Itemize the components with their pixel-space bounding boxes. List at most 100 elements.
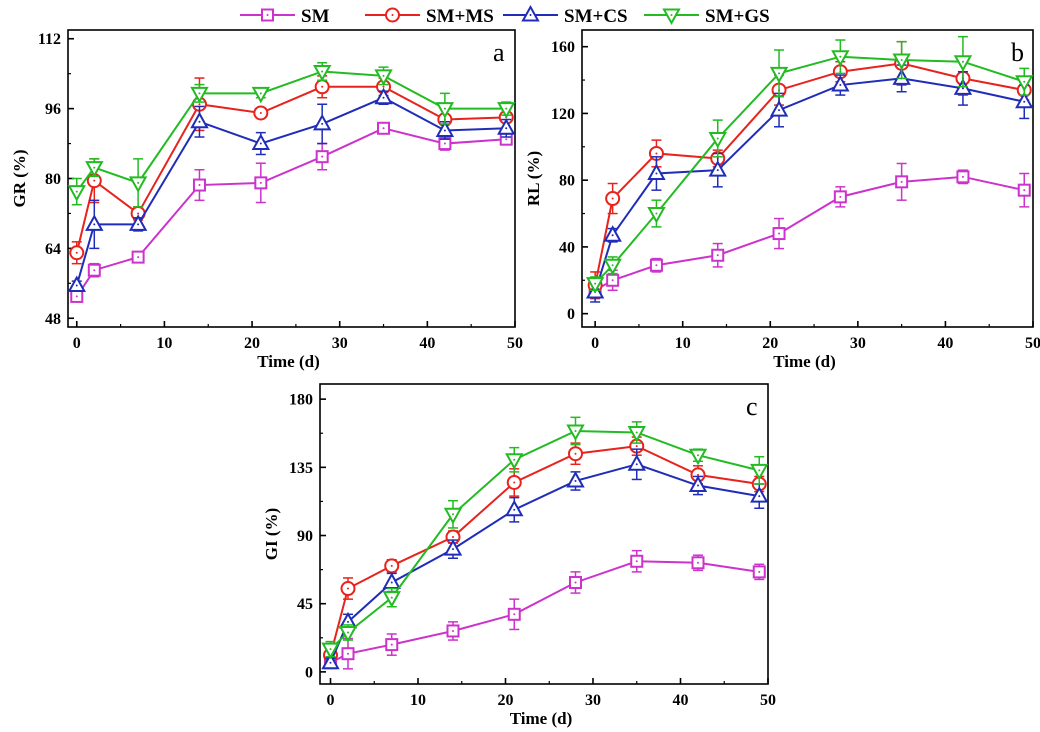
data-point-center <box>259 142 262 145</box>
data-point <box>321 652 340 670</box>
data-point-center <box>347 652 349 655</box>
data-point-center <box>198 120 201 123</box>
y-tick-label: 80 <box>559 173 575 190</box>
data-point <box>128 214 148 231</box>
x-tick-label: 10 <box>156 335 172 352</box>
x-axis-label: Time (d) <box>773 352 836 371</box>
x-tick-label: 50 <box>1025 335 1040 352</box>
data-point-center <box>655 172 658 175</box>
data-point-center <box>259 111 262 114</box>
data-point-center <box>321 85 324 88</box>
data-point-center <box>611 279 614 282</box>
data-point-center <box>137 223 140 226</box>
data-point-center <box>347 587 349 590</box>
data-point-center <box>574 429 577 432</box>
x-tick-label: 50 <box>760 692 776 709</box>
panel-letter: c <box>746 392 758 421</box>
data-point-center <box>452 548 454 551</box>
data-point-center <box>594 282 597 285</box>
data-point <box>505 499 524 517</box>
data-point <box>443 507 463 525</box>
data-point-center <box>198 103 201 106</box>
series-line <box>594 175 1025 292</box>
data-point <box>647 207 666 224</box>
data-point-center <box>347 631 349 634</box>
data-point-center <box>390 581 393 584</box>
data-point <box>750 463 769 481</box>
data-point <box>892 53 911 71</box>
data-point <box>708 131 727 149</box>
x-tick-label: 10 <box>675 335 691 352</box>
data-point-center <box>75 284 78 287</box>
y-tick-label: 48 <box>45 311 61 328</box>
y-axis-label: RL (%) <box>524 151 543 206</box>
data-point <box>497 118 516 135</box>
data-point-center <box>137 181 140 184</box>
data-point <box>603 258 622 276</box>
panel-b: 0 10 20 30 40 50 0 40 80 120 160 Time (d) RL (%) b <box>524 29 1040 371</box>
series-sm-plus-gs <box>321 416 769 660</box>
data-point-center <box>382 127 385 130</box>
data-point <box>67 275 86 293</box>
data-point <box>1015 91 1034 109</box>
data-point <box>251 86 271 104</box>
series-sm-plus-ms <box>323 436 767 666</box>
series-sm <box>588 162 1031 298</box>
legend-marker-triangle-down-center <box>670 14 673 16</box>
data-point <box>708 160 727 177</box>
panel-a: 0 10 20 30 40 50 48 64 80 96 112 Time (d) GR (%) a <box>10 29 523 371</box>
data-point-center <box>697 484 699 487</box>
legend-item-sm-plus-gs: SM+GS <box>644 6 770 27</box>
x-tick-label: 30 <box>585 692 601 709</box>
data-point-center <box>329 661 332 664</box>
y-tick-label: 96 <box>45 101 61 118</box>
data-point <box>627 454 646 471</box>
data-point-center <box>513 481 516 484</box>
data-point <box>688 448 708 466</box>
data-point-center <box>347 620 349 623</box>
data-point-center <box>513 613 516 616</box>
data-point-center <box>382 74 385 77</box>
data-point <box>953 55 973 72</box>
legend-item-sm: SM <box>240 6 330 27</box>
x-tick-label: 0 <box>591 335 599 352</box>
data-point <box>603 225 622 242</box>
data-point-center <box>93 223 96 226</box>
panel-letter: a <box>493 38 505 67</box>
x-tick-label: 0 <box>73 335 81 352</box>
series-sm-plus-cs <box>67 87 516 293</box>
data-point-center <box>513 458 516 461</box>
series-line <box>329 429 760 650</box>
data-point-center <box>1023 100 1026 103</box>
legend-item-sm-plus-cs: SM+CS <box>503 4 628 27</box>
data-point <box>750 486 769 503</box>
data-point-center <box>716 137 719 140</box>
data-point-center <box>93 179 96 182</box>
data-point-center <box>390 564 393 567</box>
data-point <box>585 277 605 294</box>
y-tick-label: 64 <box>45 241 61 258</box>
data-point-center <box>778 109 781 112</box>
data-point-center <box>716 169 719 172</box>
data-point-center <box>697 454 699 457</box>
x-tick-label: 50 <box>507 335 523 352</box>
legend-marker-triangle-down <box>662 8 681 26</box>
data-point <box>382 572 401 589</box>
data-point-center <box>93 166 96 169</box>
legend-label: SM <box>301 6 330 27</box>
data-point-center <box>1023 80 1026 83</box>
plot-frame <box>319 383 769 685</box>
legend-marker-circle-center <box>391 14 394 16</box>
data-point-center <box>697 473 699 476</box>
y-tick-label: 40 <box>559 239 575 256</box>
data-point-center <box>452 536 454 539</box>
data-point-center <box>321 122 324 125</box>
data-point-center <box>1023 189 1026 192</box>
x-tick-label: 20 <box>762 335 778 352</box>
data-point <box>443 539 463 556</box>
data-point <box>374 87 393 105</box>
x-tick-label: 20 <box>498 692 514 709</box>
x-tick-label: 30 <box>332 335 348 352</box>
data-point <box>769 66 789 84</box>
